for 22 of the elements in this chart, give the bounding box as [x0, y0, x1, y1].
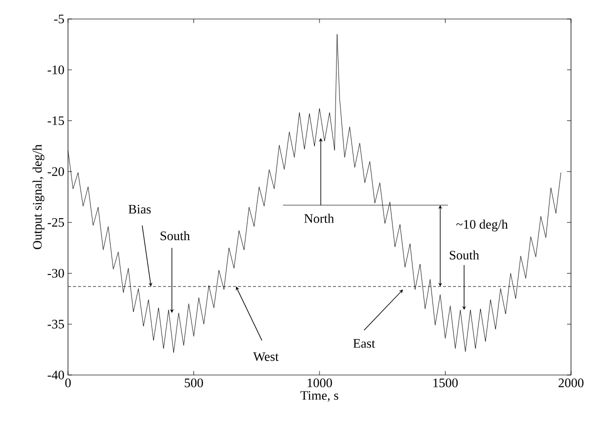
x-tick-label: 1500 — [433, 378, 458, 388]
annotation: West — [253, 352, 279, 362]
y-tick-label: -20 — [48, 167, 64, 176]
annotation: North — [304, 214, 334, 223]
annotation: ~10 deg/h — [456, 220, 508, 232]
x-tick-label: 1000 — [308, 378, 332, 388]
y-tick-label: -5 — [54, 14, 64, 24]
y-tick-label: -10 — [48, 65, 64, 74]
x-axis-title: Time, s — [300, 391, 338, 402]
annotation: East — [353, 339, 376, 348]
y-tick-label: -35 — [48, 320, 64, 328]
y-tick-label: -40 — [48, 370, 64, 380]
x-tick-label: 500 — [184, 378, 203, 388]
x-tick-label: 0 — [65, 378, 71, 388]
annotation: South — [160, 231, 190, 240]
y-tick-label: -25 — [48, 218, 64, 227]
annotation: South — [450, 250, 480, 260]
y-tick-label: -30 — [48, 268, 64, 278]
y-axis-title: Output signal, deg/h — [32, 144, 44, 250]
y-tick-label: -15 — [48, 116, 64, 126]
annotation: Bias — [128, 204, 151, 214]
x-tick-label: 2000 — [558, 378, 584, 388]
